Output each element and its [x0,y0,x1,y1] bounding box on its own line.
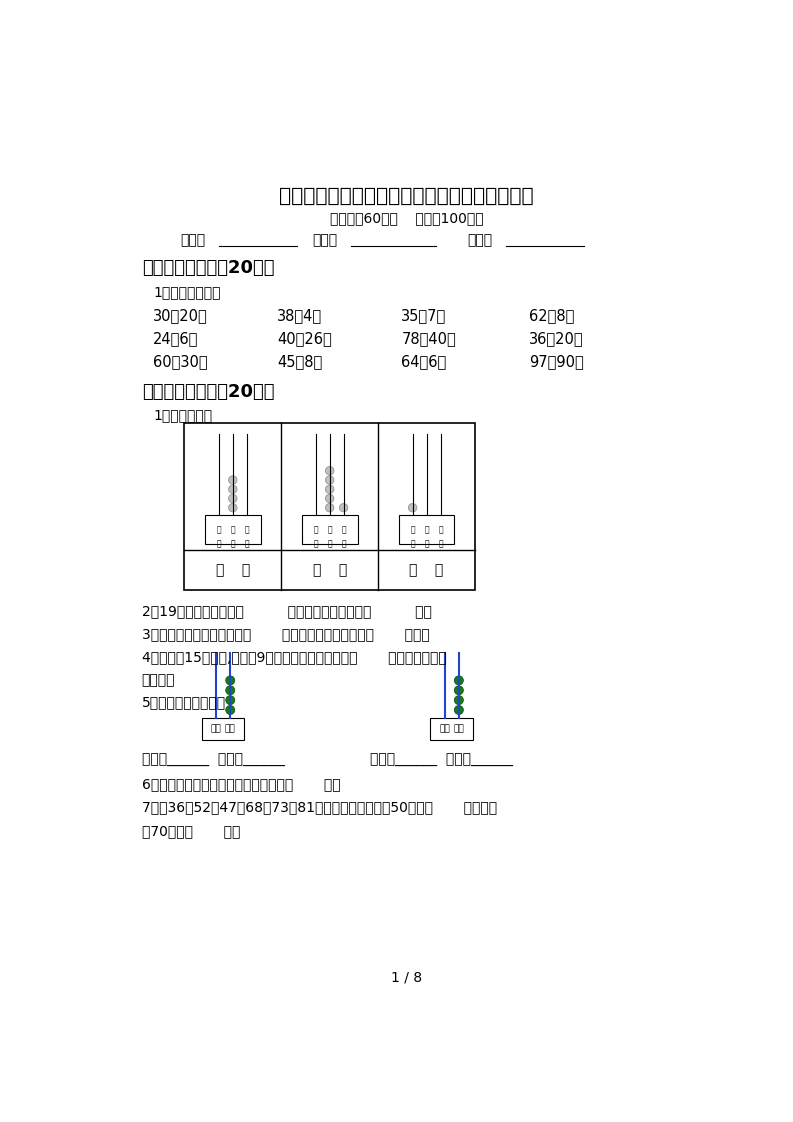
Circle shape [408,504,417,512]
Text: 位: 位 [410,539,415,548]
Text: （时间：60分钟    分数：100分）: （时间：60分钟 分数：100分） [330,212,483,226]
Bar [201,718,244,739]
Text: 百: 百 [410,525,415,534]
Circle shape [325,504,334,512]
Text: 1、直接写得数。: 1、直接写得数。 [153,285,221,298]
Text: 36＋20＝: 36＋20＝ [529,331,584,346]
Text: 分数：: 分数： [467,233,492,247]
Text: 位: 位 [244,539,249,548]
Bar [205,515,261,544]
Text: 4、小红有15支彩笔,小明有9支彩笔。小明至少再买（       ）支彩笔就超过: 4、小红有15支彩笔,小明有9支彩笔。小明至少再买（ ）支彩笔就超过 [142,651,446,664]
Text: 40＋26＝: 40＋26＝ [278,331,332,346]
Circle shape [325,485,334,494]
Text: 个: 个 [341,525,346,534]
Text: 35－7＝: 35－7＝ [401,307,446,323]
Circle shape [228,494,237,503]
Circle shape [228,504,237,512]
Text: 2、19前面的一个数是（          ），后面的一个数是（          ）。: 2、19前面的一个数是（ ），后面的一个数是（ ）。 [142,605,431,618]
Text: （    ）: （ ） [312,563,347,578]
Text: 个位: 个位 [225,725,236,734]
Text: 5、写一写，读一读。: 5、写一写，读一读。 [142,696,226,709]
Bar [399,515,454,544]
Circle shape [454,696,463,705]
Text: 十: 十 [231,525,236,534]
Circle shape [228,485,237,494]
Text: 十位: 十位 [439,725,450,734]
Bar [431,718,473,739]
Text: 十位: 十位 [211,725,221,734]
Text: 苏教版一年级数学下册期末模拟考试【附答案】: 苏教版一年级数学下册期末模拟考试【附答案】 [279,187,534,206]
Text: 24＋6＝: 24＋6＝ [153,331,199,346]
Text: 位: 位 [231,539,236,548]
Circle shape [226,675,235,684]
Text: 位: 位 [313,539,318,548]
Bar [185,423,475,590]
Text: 写作：______  读作：______: 写作：______ 读作：______ [370,753,513,767]
Text: 个: 个 [439,525,442,534]
Circle shape [339,504,348,512]
Text: 位: 位 [439,539,442,548]
Text: 60－30＝: 60－30＝ [153,355,208,369]
Text: 3、钟面上又细又长的针叫（       ）针，又短又粗的针叫（       ）针．: 3、钟面上又细又长的针叫（ ）针，又短又粗的针叫（ ）针． [142,627,430,642]
Text: 位: 位 [341,539,346,548]
Circle shape [325,467,334,475]
Text: 小红了。: 小红了。 [142,673,175,688]
Circle shape [228,476,237,485]
Circle shape [454,706,463,715]
Text: 一、计算小能手（20分）: 一、计算小能手（20分） [142,259,274,277]
Circle shape [226,706,235,715]
Text: 个位: 个位 [454,725,464,734]
Text: 十: 十 [424,525,429,534]
Text: 1、看图写数。: 1、看图写数。 [153,408,213,422]
Text: 38－4＝: 38－4＝ [278,307,323,323]
Text: 二、填空题。（共20分）: 二、填空题。（共20分） [142,383,274,401]
Text: （    ）: （ ） [216,563,250,578]
Text: （    ）: （ ） [409,563,444,578]
Text: 64－6＝: 64－6＝ [401,355,446,369]
Text: 45＋8＝: 45＋8＝ [278,355,323,369]
Text: 位: 位 [424,539,429,548]
Text: 1 / 8: 1 / 8 [391,971,422,985]
Text: 百: 百 [313,525,318,534]
Circle shape [325,494,334,503]
Circle shape [226,696,235,705]
Bar [302,515,358,544]
Text: 6、最大的两位数与最小的两位数相差（       ）．: 6、最大的两位数与最小的两位数相差（ ）． [142,778,340,792]
Circle shape [454,686,463,695]
Text: 近70的是（       ）。: 近70的是（ ）。 [142,824,240,838]
Circle shape [325,476,334,485]
Text: 78－40＝: 78－40＝ [401,331,456,346]
Text: 十: 十 [328,525,332,534]
Text: 百: 百 [216,525,221,534]
Text: 位: 位 [328,539,332,548]
Text: 30＋20＝: 30＋20＝ [153,307,208,323]
Text: 个: 个 [244,525,249,534]
Text: 位: 位 [216,539,221,548]
Text: 7、在36、52、47、68、73、81这几个数中，最接近50的是（       ），最接: 7、在36、52、47、68、73、81这几个数中，最接近50的是（ ），最接 [142,801,497,815]
Text: 写作：______  读作：______: 写作：______ 读作：______ [142,753,285,767]
Circle shape [454,675,463,684]
Circle shape [226,686,235,695]
Text: 97－90＝: 97－90＝ [529,355,584,369]
Text: 62－8＝: 62－8＝ [529,307,575,323]
Text: 姓名：: 姓名： [312,233,337,247]
Text: 班级：: 班级： [181,233,205,247]
